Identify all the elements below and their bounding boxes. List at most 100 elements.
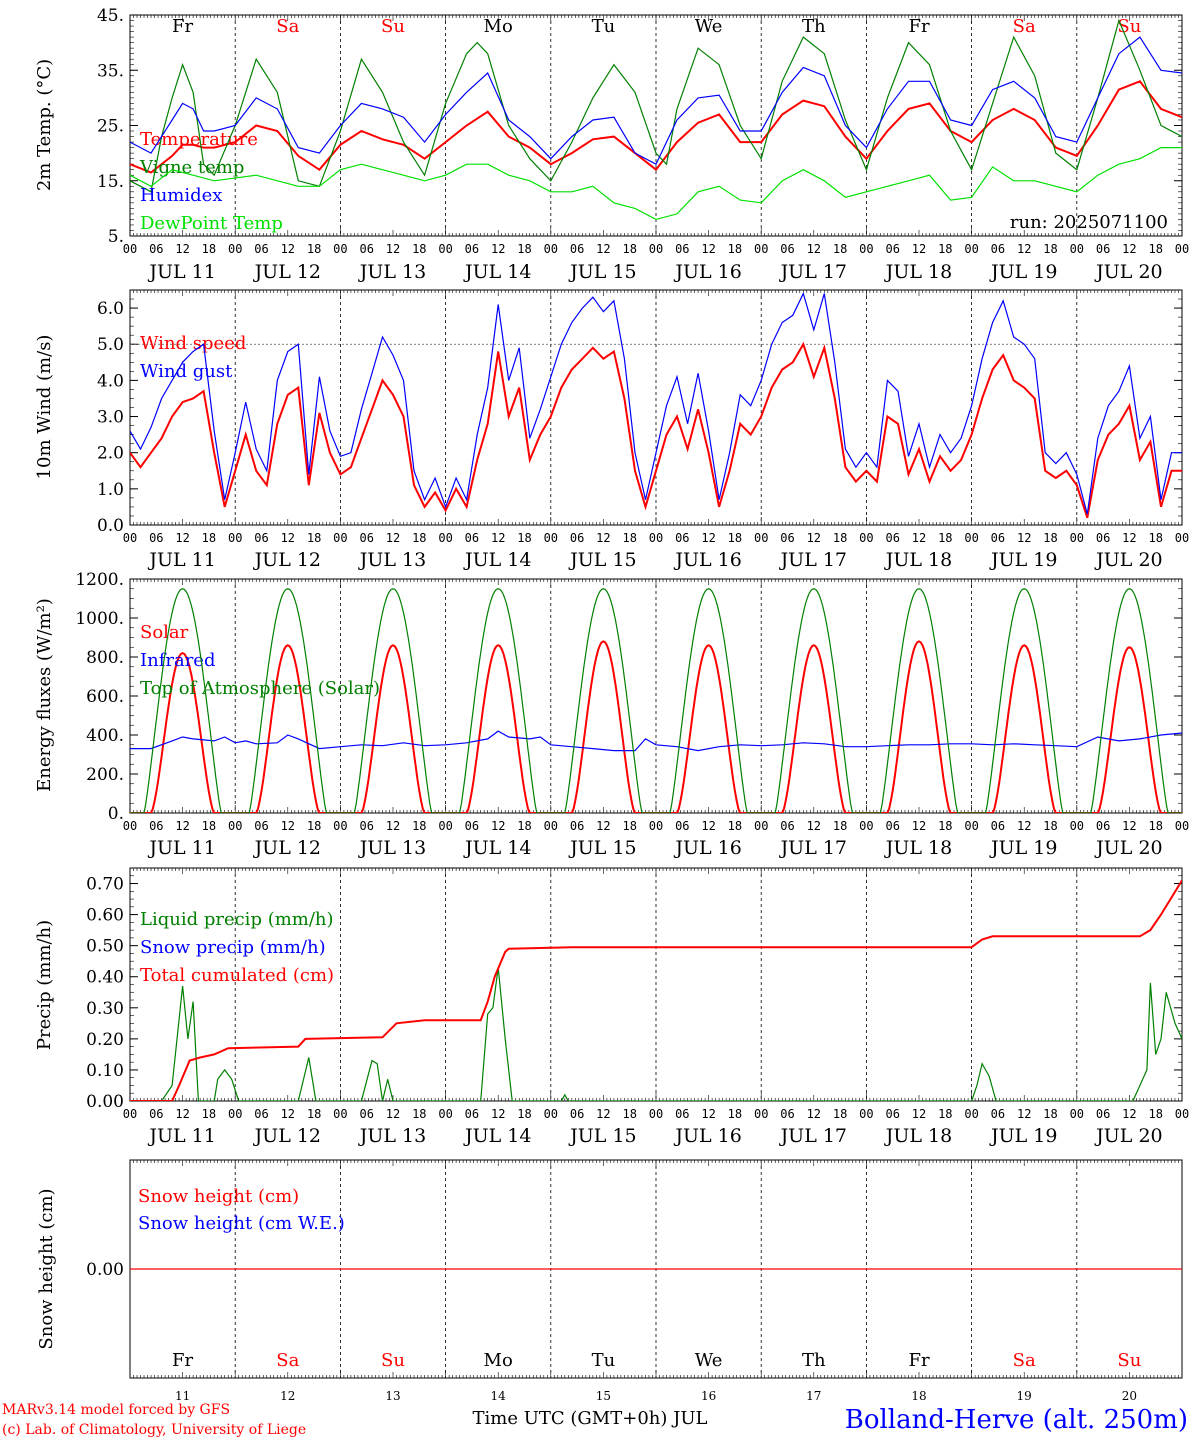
hour-tick-label: 00 <box>1070 1107 1084 1121</box>
hour-tick-label: 12 <box>596 242 610 256</box>
hour-tick-label: 06 <box>570 1107 584 1121</box>
hour-tick-label: 06 <box>149 819 163 833</box>
hour-tick-label: 12 <box>175 819 189 833</box>
legend-entry: Infrared <box>140 650 215 671</box>
date-label: JUL 11 <box>147 1125 215 1147</box>
hour-tick-label: 18 <box>1043 531 1057 545</box>
hour-tick-label: 00 <box>754 1107 768 1121</box>
hour-tick-label: 18 <box>517 531 531 545</box>
hour-tick-label: 00 <box>438 242 452 256</box>
legend-entry: DewPoint Temp <box>140 213 283 234</box>
date-label: JUL 14 <box>463 1125 531 1147</box>
day-number-label: 14 <box>491 1389 507 1403</box>
y-axis-title: 10m Wind (m/s) <box>34 335 55 480</box>
hour-tick-label: 06 <box>780 242 794 256</box>
hour-tick-label: 12 <box>596 1107 610 1121</box>
hour-tick-label: 06 <box>254 819 268 833</box>
hour-tick-label: 00 <box>649 819 663 833</box>
hour-tick-label: 00 <box>333 819 347 833</box>
series-line-wind-gust <box>130 291 1182 515</box>
day-number-label: 16 <box>701 1389 716 1403</box>
date-label: JUL 14 <box>463 261 531 283</box>
hour-tick-label: 12 <box>386 531 400 545</box>
hour-tick-label: 00 <box>333 242 347 256</box>
hour-tick-label: 18 <box>1148 819 1162 833</box>
weekday-label: Fr <box>908 1350 929 1371</box>
hour-tick-label: 06 <box>359 242 373 256</box>
hour-tick-label: 00 <box>228 242 242 256</box>
hour-tick-label: 06 <box>465 819 479 833</box>
y-tick-label: 0.20 <box>86 1030 124 1050</box>
hour-tick-label: 18 <box>728 242 742 256</box>
date-label: JUL 15 <box>568 1125 636 1147</box>
legend-entry: Snow height (cm) <box>138 1186 299 1207</box>
weekday-label: Th <box>802 1350 826 1371</box>
hour-tick-label: 06 <box>885 819 899 833</box>
weekday-label: Sa <box>276 1350 299 1371</box>
hour-tick-label: 06 <box>780 531 794 545</box>
weekday-label: Tu <box>592 16 616 37</box>
hour-tick-label: 18 <box>728 819 742 833</box>
hour-tick-label: 06 <box>359 819 373 833</box>
hour-tick-label: 12 <box>701 531 715 545</box>
weekday-label: Th <box>802 16 826 37</box>
date-label: JUL 18 <box>884 837 952 859</box>
y-tick-label: 0.0 <box>97 516 124 536</box>
hour-tick-label: 00 <box>964 819 978 833</box>
hour-tick-label: 18 <box>833 242 847 256</box>
date-label: JUL 12 <box>253 837 321 859</box>
hour-tick-label: 12 <box>912 819 926 833</box>
hour-tick-label: 00 <box>333 1107 347 1121</box>
date-label: JUL 18 <box>884 261 952 283</box>
date-label: JUL 11 <box>147 549 215 571</box>
hour-tick-label: 00 <box>649 531 663 545</box>
y-tick-label: 0.70 <box>86 875 124 895</box>
hour-tick-label: 06 <box>1096 819 1110 833</box>
hour-tick-label: 00 <box>333 531 347 545</box>
hour-tick-label: 06 <box>465 242 479 256</box>
hour-tick-label: 00 <box>438 531 452 545</box>
hour-tick-label: 06 <box>149 531 163 545</box>
hour-tick-label: 06 <box>465 1107 479 1121</box>
y-tick-label: 1200. <box>75 570 124 590</box>
hour-tick-label: 06 <box>885 1107 899 1121</box>
hour-tick-label: 12 <box>807 531 821 545</box>
hour-tick-label: 12 <box>281 1107 295 1121</box>
y-tick-label: 800. <box>86 648 124 668</box>
hour-tick-label: 06 <box>885 531 899 545</box>
date-label: JUL 19 <box>989 1125 1057 1147</box>
day-number-label: 17 <box>806 1389 821 1403</box>
hour-tick-label: 18 <box>307 242 321 256</box>
hour-tick-label: 06 <box>1096 1107 1110 1121</box>
hour-tick-label: 18 <box>412 531 426 545</box>
date-label: JUL 18 <box>884 1125 952 1147</box>
legend-entry: Wind speed <box>140 333 246 354</box>
day-number-label: 11 <box>175 1389 190 1403</box>
y-axis-title: Precip (mm/h) <box>34 920 55 1050</box>
hour-tick-label: 12 <box>701 1107 715 1121</box>
hour-tick-label: 06 <box>780 1107 794 1121</box>
hour-tick-label: 00 <box>1175 242 1189 256</box>
hour-tick-label: 18 <box>202 242 216 256</box>
hour-tick-label: 00 <box>228 1107 242 1121</box>
hour-tick-label: 18 <box>517 242 531 256</box>
y-tick-label: 600. <box>86 687 124 707</box>
hour-tick-label: 00 <box>123 819 137 833</box>
hour-tick-label: 12 <box>491 819 505 833</box>
hour-tick-label: 00 <box>438 819 452 833</box>
date-label: JUL 13 <box>358 837 426 859</box>
hour-tick-label: 12 <box>386 242 400 256</box>
hour-tick-label: 06 <box>780 819 794 833</box>
hour-tick-label: 18 <box>938 531 952 545</box>
hour-tick-label: 18 <box>1148 531 1162 545</box>
hour-tick-label: 06 <box>1096 531 1110 545</box>
hour-tick-label: 00 <box>123 531 137 545</box>
hour-tick-label: 06 <box>570 242 584 256</box>
hour-tick-label: 00 <box>123 1107 137 1121</box>
hour-tick-label: 18 <box>938 819 952 833</box>
hour-tick-label: 12 <box>281 531 295 545</box>
weekday-label: Sa <box>1013 16 1036 37</box>
y-tick-label: 0.40 <box>86 968 124 988</box>
hour-tick-label: 06 <box>675 1107 689 1121</box>
